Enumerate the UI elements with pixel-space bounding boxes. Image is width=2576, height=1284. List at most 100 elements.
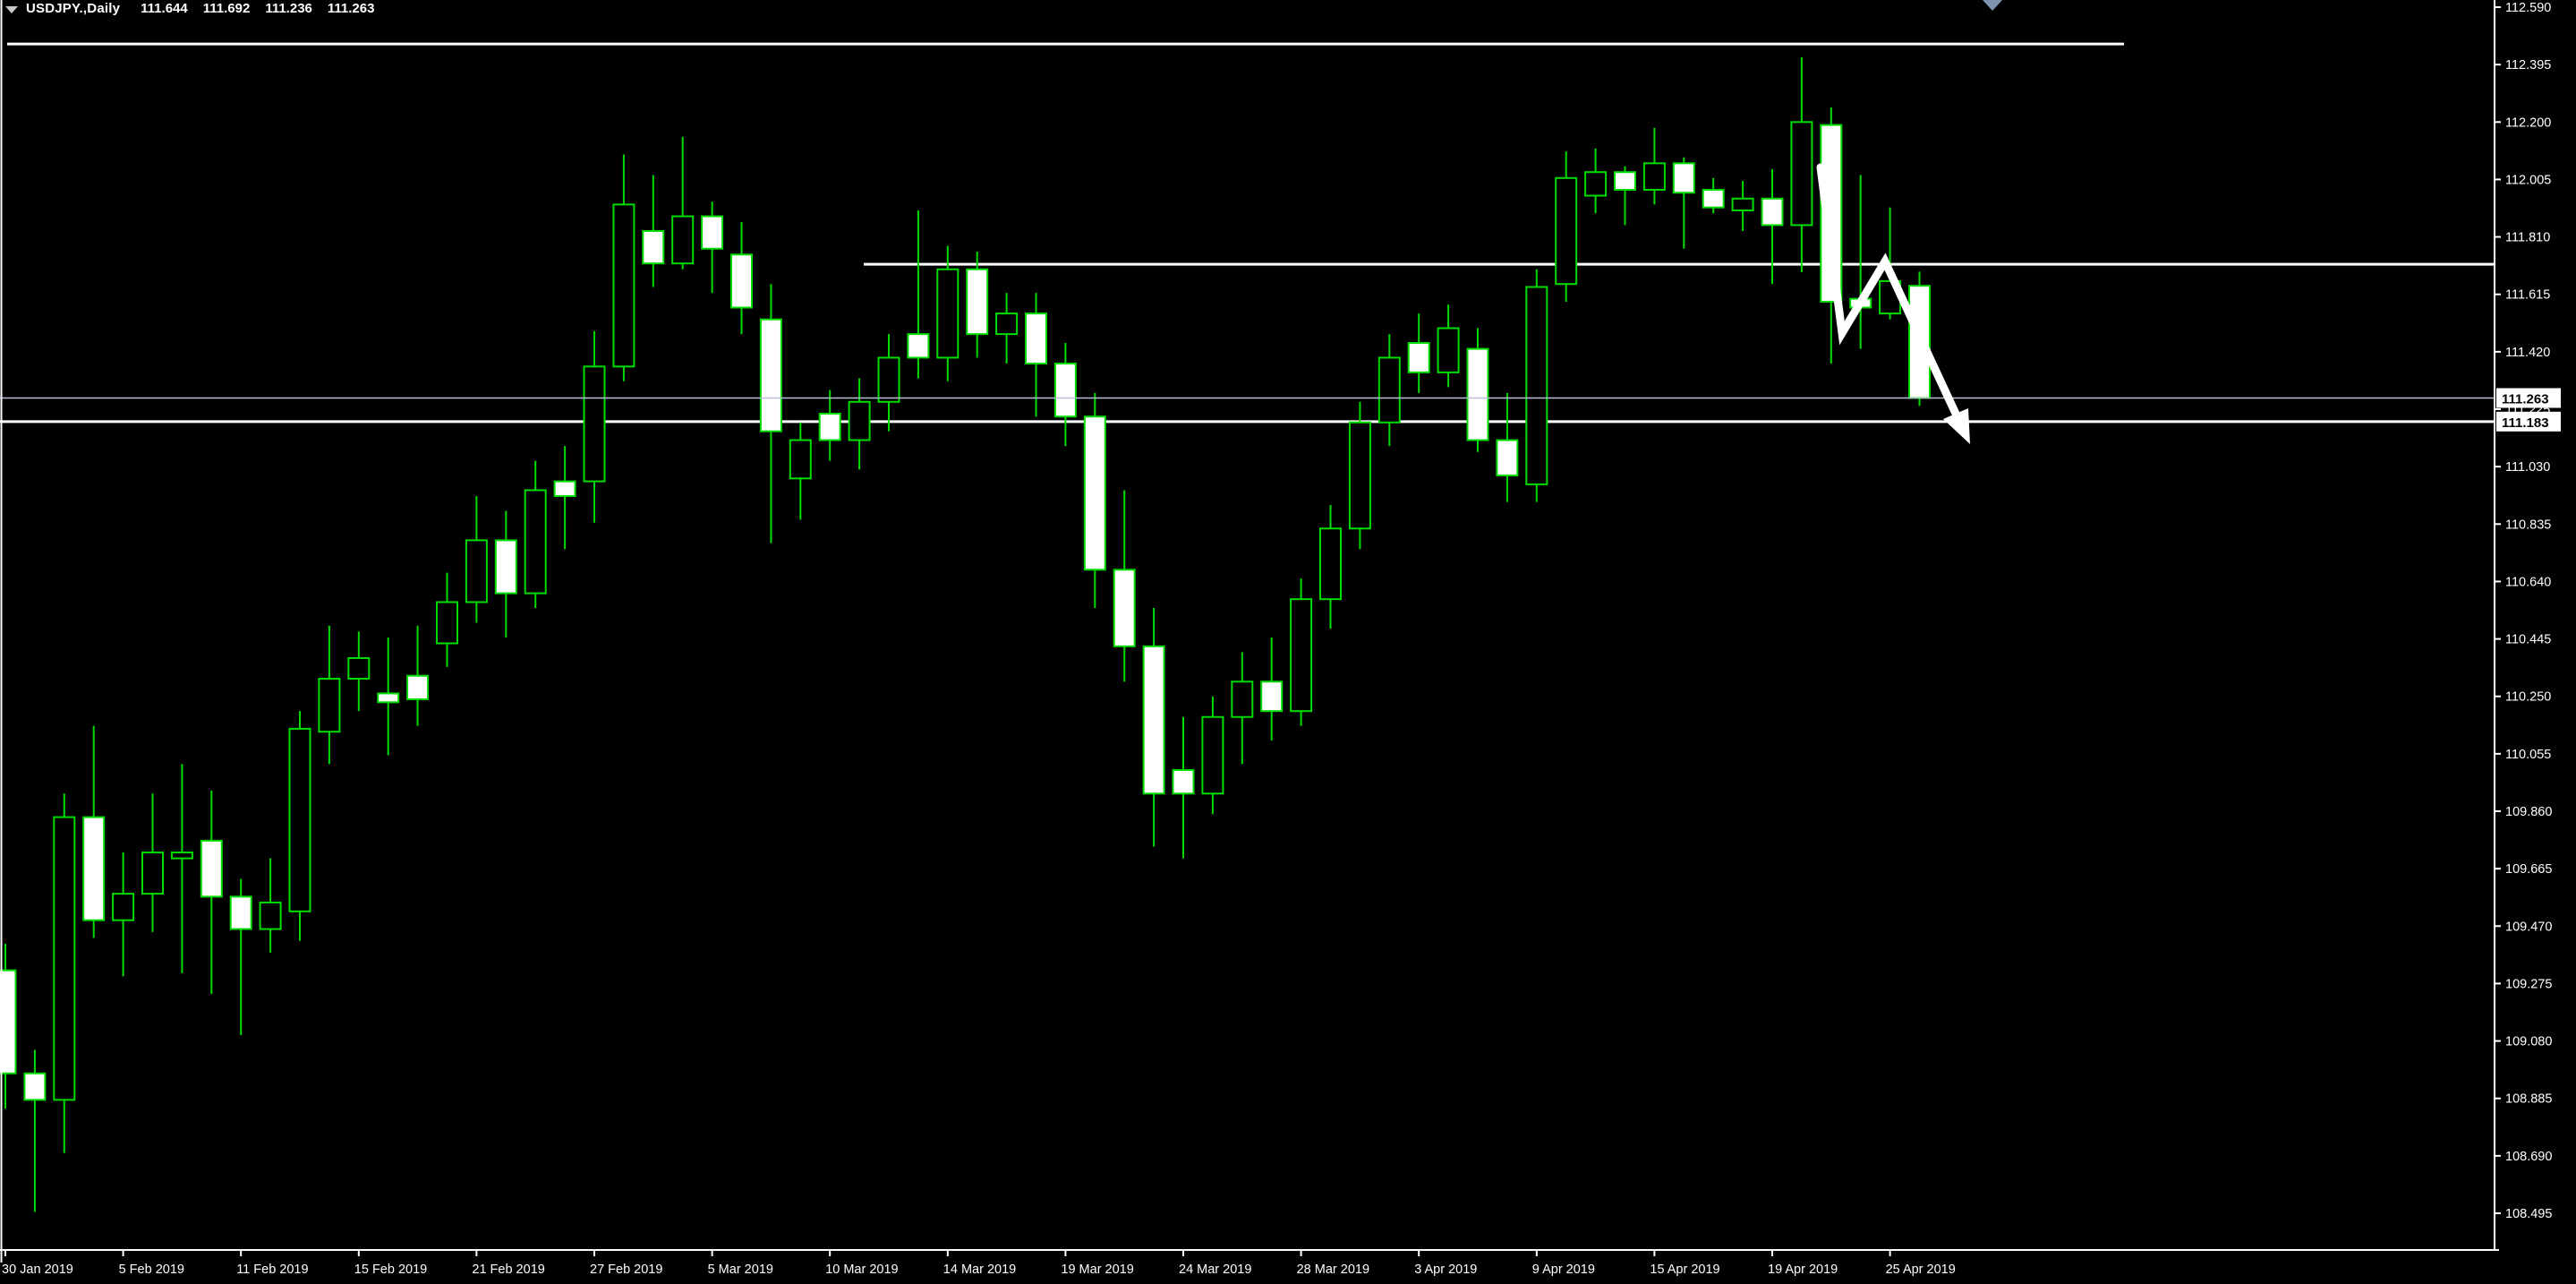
- candle-body-bear: [818, 412, 841, 441]
- price-tick-label: 111.030: [2505, 460, 2550, 475]
- candle-body-bear: [1172, 768, 1195, 795]
- candle-body-bull: [936, 268, 960, 359]
- candle-body-bull: [1231, 681, 1254, 718]
- candle-body-bear: [701, 215, 724, 250]
- candle-body-bull: [1201, 715, 1224, 795]
- price-tick-label: 109.470: [2505, 920, 2552, 934]
- price-tick-label: 110.055: [2505, 748, 2551, 762]
- candle-body-bull: [1642, 162, 1666, 191]
- candle-body-bull: [1348, 421, 1371, 530]
- date-tick-label: 9 Apr 2019: [1532, 1263, 1595, 1277]
- ohlc-high-value: 111.692: [202, 1, 251, 16]
- price-tick-label: 110.835: [2505, 518, 2551, 532]
- price-tick-label: 112.005: [2505, 173, 2551, 187]
- price-tick-label: 109.080: [2505, 1035, 2552, 1049]
- candle-body-bull: [112, 893, 135, 921]
- candle-body-bull: [671, 215, 695, 265]
- price-badge: [2496, 388, 2561, 408]
- candle-body-bull: [1555, 176, 1578, 286]
- candle-body-bull: [1525, 286, 1548, 485]
- drawn-arrow-head[interactable]: [1943, 408, 1970, 444]
- candle-body-bull: [995, 312, 1019, 336]
- candle-body-bear: [406, 674, 430, 701]
- price-tick-label: 110.640: [2505, 575, 2551, 589]
- candle-body-bull: [170, 852, 193, 860]
- symbol-timeframe-label: USDJPY.,Daily: [26, 1, 121, 16]
- ohlc-close-value: 111.263: [327, 1, 375, 16]
- candle-body-bull: [1290, 598, 1313, 713]
- price-tick-label: 108.495: [2505, 1207, 2552, 1221]
- candle-body-bear: [229, 895, 252, 930]
- candle-body-bear: [1761, 197, 1784, 227]
- candle-body-bull: [318, 677, 341, 733]
- date-tick-label: 30 Jan 2019: [2, 1263, 73, 1277]
- candle-body-bear: [1702, 188, 1725, 209]
- price-tick-label: 109.665: [2505, 862, 2552, 877]
- candle-body-bear: [200, 839, 223, 898]
- candle-body-bull: [612, 203, 635, 368]
- price-tick-label: 108.885: [2505, 1092, 2552, 1107]
- date-tick-label: 15 Feb 2019: [354, 1263, 427, 1277]
- date-tick-label: 27 Feb 2019: [590, 1263, 662, 1277]
- candle-body-bear: [1466, 347, 1489, 441]
- price-tick-label: 110.250: [2505, 690, 2551, 705]
- candle-body-bear: [1053, 363, 1077, 418]
- candle-body-bear: [494, 539, 517, 595]
- price-tick-label: 109.275: [2505, 977, 2552, 991]
- symbol-dropdown-icon[interactable]: [5, 5, 18, 13]
- candle-body-bull: [141, 852, 164, 895]
- candle-body-bull: [347, 656, 371, 680]
- candle-body-bull: [1437, 327, 1460, 373]
- chart-header: USDJPY.,Daily 111.644 111.692 111.236 11…: [5, 1, 374, 16]
- candle-body-bear: [907, 333, 930, 359]
- date-tick-label: 5 Mar 2019: [708, 1263, 773, 1277]
- date-tick-label: 3 Apr 2019: [1414, 1263, 1477, 1277]
- price-tick-label: 108.690: [2505, 1150, 2552, 1164]
- candle-body-bear: [553, 480, 576, 498]
- date-tick-label: 10 Mar 2019: [825, 1263, 898, 1277]
- candle-body-bull: [524, 489, 547, 595]
- candle-body-bull: [1790, 121, 1813, 227]
- date-tick-label: 14 Mar 2019: [943, 1263, 1016, 1277]
- candle-body-bull: [436, 601, 458, 645]
- candle-body-bear: [1113, 569, 1136, 647]
- candle-body-bull: [1319, 527, 1342, 601]
- date-tick-label: 25 Apr 2019: [1886, 1263, 1956, 1277]
- candle-body-bear: [1083, 415, 1106, 571]
- candle-body-bull: [583, 365, 606, 483]
- candle-body-bear: [1407, 341, 1430, 373]
- date-tick-label: 5 Feb 2019: [119, 1263, 184, 1277]
- candle-body-bull: [53, 816, 76, 1101]
- price-tick-label: 111.615: [2505, 288, 2550, 303]
- date-tick-label: 28 Mar 2019: [1297, 1263, 1369, 1277]
- candle-body-bear: [730, 253, 753, 309]
- date-tick-label: 11 Feb 2019: [236, 1263, 308, 1277]
- price-badge-label: 111.263: [2502, 392, 2549, 407]
- candle-body-bear: [1672, 162, 1695, 194]
- candle-body-bear: [23, 1072, 47, 1101]
- candle-body-bear: [82, 816, 106, 921]
- date-tick-label: 21 Feb 2019: [472, 1263, 544, 1277]
- drawn-arrow-line[interactable]: [1816, 163, 1960, 418]
- date-tick-label: 19 Mar 2019: [1061, 1263, 1133, 1277]
- price-tick-label: 111.810: [2505, 231, 2550, 245]
- candle-body-bull: [1378, 356, 1401, 424]
- candle-body-bull: [259, 901, 282, 930]
- price-badge: [2496, 411, 2561, 432]
- candle-body-bear: [642, 229, 665, 265]
- price-tick-label: 112.590: [2505, 1, 2551, 15]
- date-tick-label: 24 Mar 2019: [1179, 1263, 1251, 1277]
- candle-body-bear: [1025, 312, 1047, 365]
- candle-body-bear: [0, 969, 17, 1074]
- candle-body-bull: [848, 400, 871, 441]
- candle-body-bear: [1496, 439, 1519, 477]
- candle-body-bear: [1142, 645, 1165, 795]
- top-marker-icon: [1983, 0, 2002, 11]
- candle-body-bull: [877, 356, 900, 403]
- price-tick-label: 109.860: [2505, 805, 2552, 819]
- ohlc-low-value: 111.236: [265, 1, 312, 16]
- price-tick-label: 111.420: [2505, 346, 2550, 360]
- price-tick-label: 112.200: [2505, 116, 2551, 130]
